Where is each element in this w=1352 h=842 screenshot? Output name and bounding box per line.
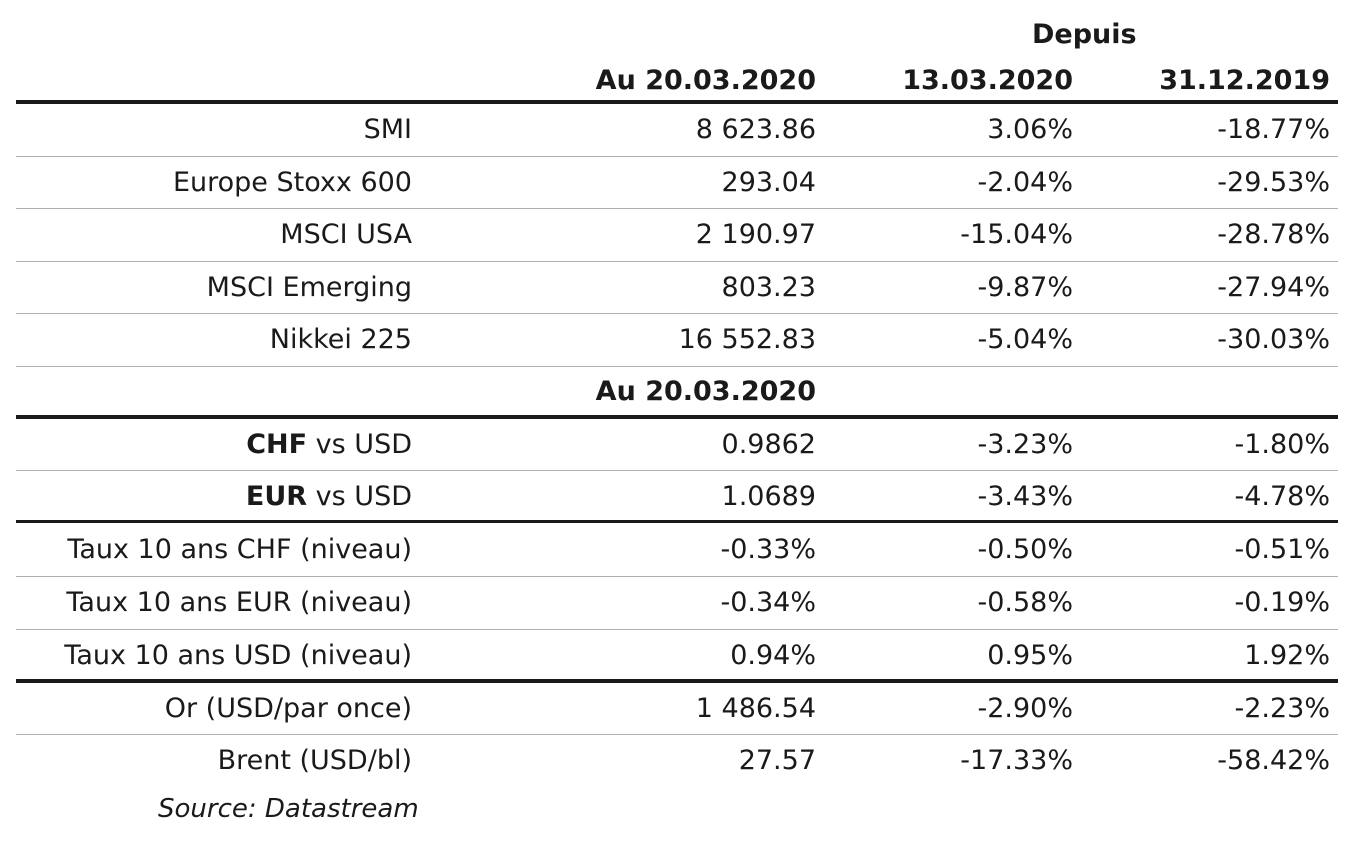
cell-week: -2.04% <box>977 167 1073 198</box>
cell-current: 803.23 <box>721 272 816 303</box>
cell-ytd: -0.19% <box>1234 587 1330 618</box>
row-divider <box>16 313 1338 314</box>
row-label: Or (USD/par once) <box>164 693 412 724</box>
row-divider <box>16 734 1338 735</box>
source-note: Source: Datastream <box>158 794 419 824</box>
cell-current: 16 552.83 <box>678 324 816 355</box>
cell-ytd: -29.53% <box>1217 167 1330 198</box>
cell-week: -15.04% <box>960 219 1073 250</box>
cell-current: 0.94% <box>730 640 816 671</box>
row-divider <box>16 366 1338 367</box>
cell-current: -0.34% <box>720 587 816 618</box>
cell-current: 1 486.54 <box>695 693 816 724</box>
cell-ytd: -28.78% <box>1217 219 1330 250</box>
cell-current: 0.9862 <box>721 429 816 460</box>
row-label: EUR vs USD <box>16 471 412 523</box>
row-label: Europe Stoxx 600 <box>172 167 412 198</box>
row-label: Taux 10 ans CHF (niveau) <box>67 534 412 565</box>
row-label: Taux 10 ans USD (niveau) <box>64 640 412 671</box>
currency-code: CHF <box>246 429 308 460</box>
section-rule <box>16 415 1338 419</box>
col-header-current: Au 20.03.2020 <box>595 65 816 96</box>
cell-current: 8 623.86 <box>695 114 816 145</box>
row-divider <box>16 261 1338 262</box>
cell-ytd: -1.80% <box>1234 429 1330 460</box>
pair-suffix: vs USD <box>307 429 412 460</box>
cell-week: -3.43% <box>977 481 1073 512</box>
row-label: CHF vs USD <box>16 419 412 471</box>
section-header: Au 20.03.2020 <box>595 376 816 407</box>
section-rule <box>16 679 1338 683</box>
row-label: Nikkei 225 <box>269 324 412 355</box>
cell-week: 0.95% <box>987 640 1073 671</box>
cell-current: 2 190.97 <box>695 219 816 250</box>
row-divider <box>16 629 1338 630</box>
row-divider <box>16 156 1338 157</box>
cell-ytd: -4.78% <box>1234 481 1330 512</box>
cell-ytd: -2.23% <box>1234 693 1330 724</box>
row-label: Taux 10 ans EUR (niveau) <box>66 587 412 618</box>
cell-current: 27.57 <box>738 745 816 776</box>
cell-week: -17.33% <box>960 745 1073 776</box>
cell-current: -0.33% <box>720 534 816 565</box>
cell-current: 293.04 <box>721 167 816 198</box>
cell-ytd: -30.03% <box>1217 324 1330 355</box>
row-label: MSCI Emerging <box>206 272 412 303</box>
row-divider <box>16 576 1338 577</box>
cell-week: -5.04% <box>977 324 1073 355</box>
col-header-week: 13.03.2020 <box>902 65 1073 96</box>
cell-week: 3.06% <box>987 114 1073 145</box>
row-divider <box>16 208 1338 209</box>
cell-ytd: -58.42% <box>1217 745 1330 776</box>
col-header-ytd: 31.12.2019 <box>1159 65 1330 96</box>
row-label: Brent (USD/bl) <box>217 745 412 776</box>
row-divider <box>16 470 1338 471</box>
cell-week: -0.58% <box>977 587 1073 618</box>
row-label: SMI <box>363 114 412 145</box>
since-header: Depuis <box>1032 19 1137 50</box>
pair-suffix: vs USD <box>307 481 412 512</box>
cell-ytd: -0.51% <box>1234 534 1330 565</box>
currency-code: EUR <box>245 481 308 512</box>
cell-week: -0.50% <box>977 534 1073 565</box>
section-rule <box>16 520 1338 523</box>
cell-week: -3.23% <box>977 429 1073 460</box>
cell-current: 1.0689 <box>721 481 816 512</box>
header-rule <box>16 100 1338 104</box>
cell-ytd: -18.77% <box>1217 114 1330 145</box>
cell-ytd: 1.92% <box>1244 640 1330 671</box>
cell-week: -9.87% <box>977 272 1073 303</box>
cell-ytd: -27.94% <box>1217 272 1330 303</box>
row-label: MSCI USA <box>280 219 412 250</box>
cell-week: -2.90% <box>977 693 1073 724</box>
